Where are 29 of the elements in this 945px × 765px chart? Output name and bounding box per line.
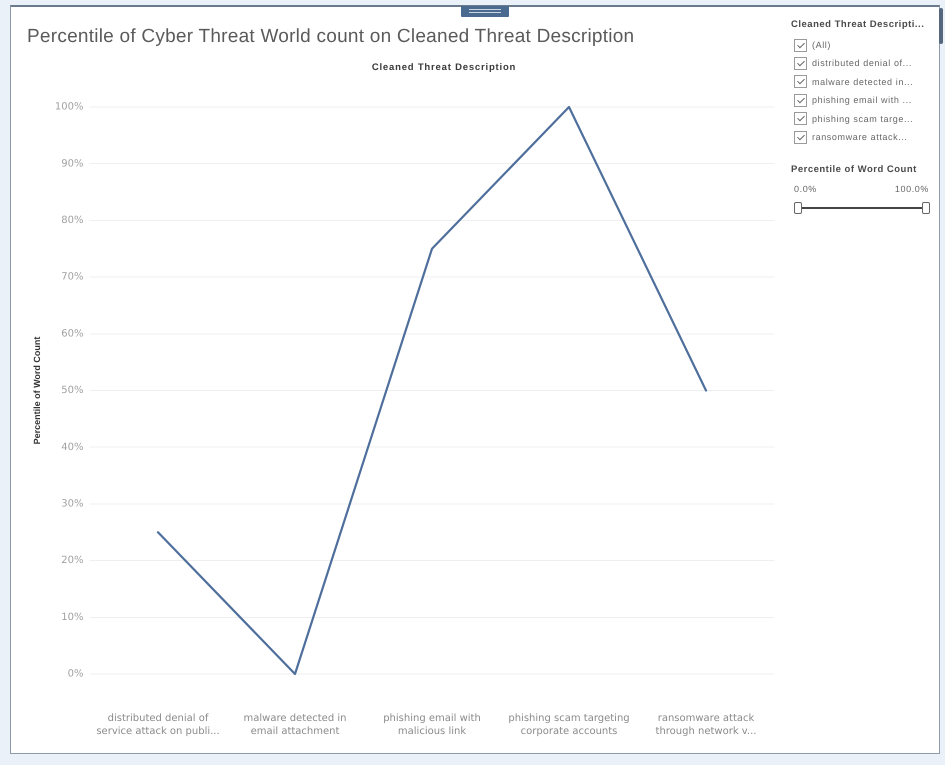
y-tick-label: 80% [61,214,84,226]
y-tick-label: 0% [68,668,84,680]
y-tick-label: 30% [61,498,84,510]
text: phishing email with ... [812,94,912,106]
text: malware detected in... [812,76,914,88]
y-tick-label: 90% [61,158,84,170]
y-tick-label: 70% [61,272,84,283]
y-tick-label: 20% [61,555,84,566]
text: 0.0% [794,183,817,195]
text: 100.0% [894,183,929,195]
text: distributed denial of... [812,57,912,70]
x-tick-label: distributed denial of service attack on publi... [96,713,220,738]
x-tick-label: phishing scam targeting corporate accounts [508,713,630,738]
y-tick-label: 60% [61,328,84,340]
text: ransomware attack... [812,131,908,143]
chart-title: Percentile of Cyber Threat World count on Cleaned Threat Description [27,26,634,48]
y-tick-label: 40% [61,442,84,453]
x-tick-label: ransomware attack through network v... [656,713,756,738]
y-axis-title: Percentile of Word Count [32,336,42,444]
text: (All) [812,39,831,51]
x-tick-label: phishing email with malicious link [383,713,481,738]
y-tick-label: 50% [61,385,84,396]
text: Cleaned Threat Descripti... [791,19,924,30]
x-axis-title: Cleaned Threat Description [372,62,516,73]
text: Percentile of Word Count [791,164,917,175]
y-tick-label: 100% [54,102,84,113]
y-tick-label: 10% [61,612,84,623]
text: phishing scam targe... [812,112,914,125]
x-tick-label: malware detected in email attachment [244,713,346,738]
